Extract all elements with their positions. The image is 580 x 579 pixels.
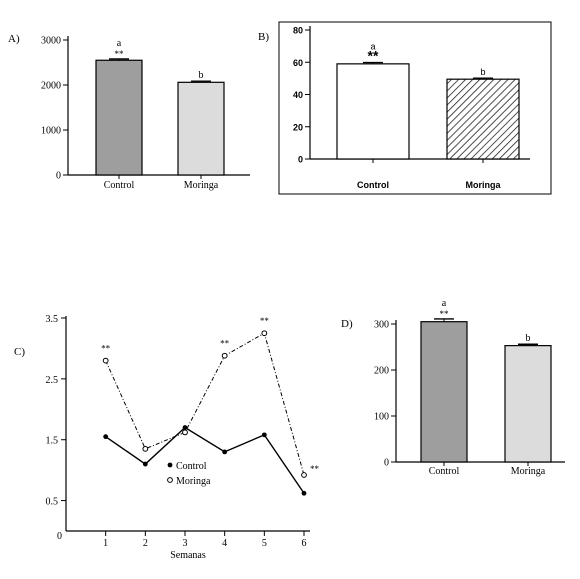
category-label: Control — [104, 180, 135, 191]
bar-control — [336, 63, 410, 160]
significance-stars: ** — [220, 339, 230, 349]
significance-stars: ** — [440, 309, 450, 319]
y-tick-label: 60 — [293, 58, 303, 68]
panel-label-c: C) — [14, 346, 25, 358]
chart-panel-c: 0 0.5 1.5 2.5 3.5 1 2 3 4 5 6 Semanas ** ** ** ** Contro… — [46, 314, 320, 561]
y-tick-label: 0 — [298, 155, 303, 165]
chart-panel-d: 0 100 200 300 a** Control b Moringa — [374, 298, 565, 477]
significance-letter: b — [199, 70, 204, 81]
bar-moringa — [446, 78, 520, 160]
x-tick-label: 4 — [222, 538, 227, 549]
chart-panel-a: 0 1000 2000 3000 a** Control b Moringa — [41, 36, 250, 191]
data-point-control — [222, 449, 228, 455]
panel-label-a: A) — [8, 33, 20, 45]
series-line-control — [105, 426, 305, 494]
legend-marker-control — [167, 462, 173, 468]
significance-stars: ** — [115, 49, 125, 59]
data-point-control — [301, 490, 307, 496]
legend-label-control: Control — [176, 461, 207, 472]
bar-control — [95, 59, 143, 176]
x-axis-title: Semanas — [170, 550, 206, 561]
x-tick-label: 6 — [302, 538, 307, 549]
category-label: Moringa — [466, 180, 502, 190]
y-tick-label: 1000 — [41, 126, 61, 137]
category-label: Control — [357, 180, 389, 190]
y-tick-label: 40 — [293, 90, 303, 100]
y-tick-label: 300 — [374, 320, 389, 331]
category-label: Moringa — [184, 180, 219, 191]
data-point-control — [261, 432, 267, 438]
y-tick-label: 200 — [374, 366, 389, 377]
y-tick-label: 20 — [293, 122, 303, 132]
x-tick-label: 2 — [143, 538, 148, 549]
significance-letter: b — [480, 67, 485, 77]
significance-letter: a — [117, 38, 122, 49]
data-point-moringa — [142, 445, 149, 452]
data-point-control — [103, 434, 109, 440]
data-point-control — [182, 425, 188, 430]
chart-panel-b: 0 20 40 60 80 a** Control b Moringa — [293, 26, 530, 190]
y-tick-label: 3000 — [41, 36, 61, 47]
data-point-moringa — [221, 352, 228, 359]
data-point-moringa — [102, 357, 109, 364]
y-tick-label: 0.5 — [46, 497, 59, 508]
x-tick-label: 3 — [183, 538, 188, 549]
data-point-control — [142, 461, 148, 467]
legend-marker-moringa — [167, 477, 173, 483]
panel-b-frame — [278, 21, 552, 195]
y-tick-label: 100 — [374, 412, 389, 423]
significance-letter: a — [442, 298, 447, 309]
significance-letter: b — [526, 333, 531, 344]
y-tick-label: 1.5 — [46, 436, 59, 447]
significance-stars: ** — [368, 48, 379, 64]
legend-label-moringa: Moringa — [176, 476, 211, 487]
series-line-moringa — [105, 332, 305, 476]
significance-stars: ** — [260, 316, 270, 326]
x-tick-label: 5 — [262, 538, 267, 549]
bar-moringa — [177, 81, 225, 176]
y-tick-label: 2000 — [41, 81, 61, 92]
y-tick-label: 0 — [384, 458, 389, 469]
data-point-moringa — [182, 429, 188, 436]
y-tick-label: 0 — [56, 171, 61, 182]
significance-stars: ** — [101, 344, 111, 354]
significance-letter: a — [370, 42, 375, 52]
panel-label-d: D) — [341, 318, 353, 330]
category-label: Control — [429, 466, 460, 477]
y-tick-label: 2.5 — [46, 375, 59, 386]
y-tick-label: 80 — [293, 26, 303, 36]
category-label: Moringa — [511, 466, 546, 477]
y-tick-label: 0 — [57, 531, 62, 542]
panel-label-b: B) — [258, 31, 269, 43]
bar-moringa — [504, 345, 552, 463]
significance-stars: ** — [310, 464, 320, 474]
y-tick-label: 3.5 — [46, 314, 59, 325]
data-point-moringa — [301, 472, 307, 478]
x-tick-label: 1 — [103, 538, 108, 549]
bar-control — [420, 321, 468, 463]
data-point-moringa — [261, 330, 268, 337]
